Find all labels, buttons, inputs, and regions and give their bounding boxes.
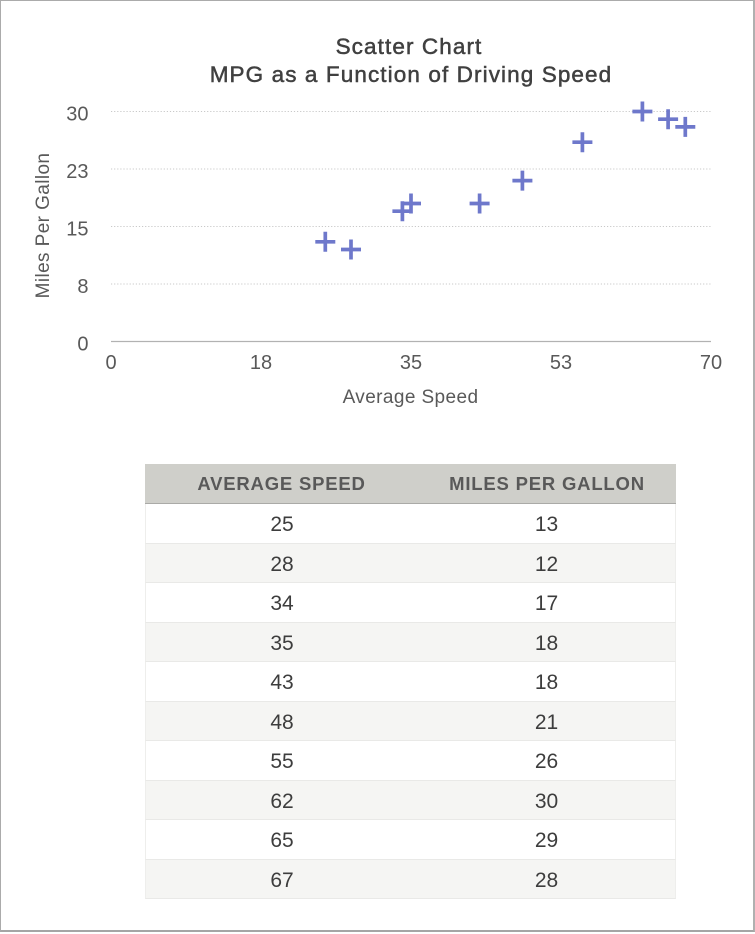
- svg-text:MPG as a Function of Driving S: MPG as a Function of Driving Speed: [210, 62, 613, 87]
- svg-text:18: 18: [250, 352, 272, 374]
- svg-text:15: 15: [66, 219, 88, 241]
- svg-text:0: 0: [77, 334, 88, 356]
- svg-text:Scatter Chart: Scatter Chart: [336, 34, 483, 59]
- svg-text:53: 53: [550, 352, 572, 374]
- svg-text:0: 0: [105, 352, 116, 374]
- svg-text:70: 70: [700, 352, 722, 374]
- svg-text:8: 8: [77, 276, 88, 298]
- svg-text:23: 23: [66, 161, 88, 183]
- svg-text:35: 35: [400, 352, 422, 374]
- svg-text:Miles Per Gallon: Miles Per Gallon: [33, 153, 54, 299]
- svg-text:Average Speed: Average Speed: [343, 387, 479, 408]
- svg-text:30: 30: [66, 104, 88, 126]
